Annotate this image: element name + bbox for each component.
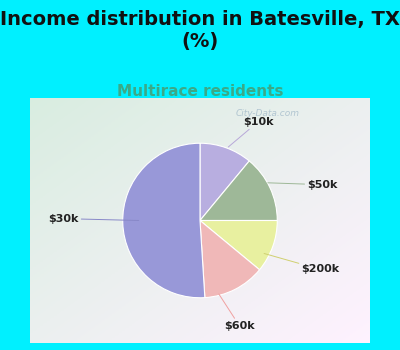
Text: City-Data.com: City-Data.com [236, 109, 300, 118]
Wedge shape [200, 143, 249, 220]
Text: $30k: $30k [48, 214, 139, 224]
Wedge shape [200, 220, 277, 270]
Wedge shape [123, 143, 205, 298]
Wedge shape [200, 220, 260, 298]
Text: $10k: $10k [228, 117, 274, 147]
Text: Multirace residents: Multirace residents [117, 84, 283, 99]
Text: $60k: $60k [219, 294, 255, 331]
Text: Income distribution in Batesville, TX
(%): Income distribution in Batesville, TX (%… [0, 10, 400, 51]
Wedge shape [200, 161, 277, 220]
Text: $200k: $200k [264, 253, 340, 274]
Text: $50k: $50k [268, 180, 338, 190]
